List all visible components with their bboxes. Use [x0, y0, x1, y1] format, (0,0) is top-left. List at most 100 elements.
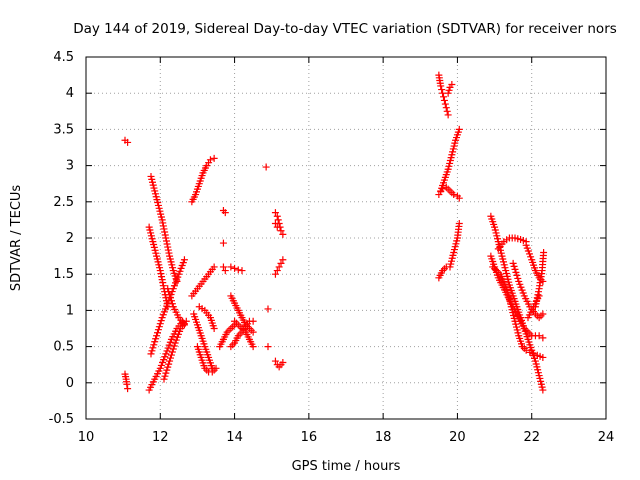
data-point: [162, 237, 170, 245]
data-point: [210, 263, 218, 271]
data-point: [535, 288, 543, 296]
data-point: [165, 360, 173, 368]
x-tick-label: 10: [78, 430, 95, 445]
data-point: [522, 346, 530, 354]
data-point: [444, 111, 452, 119]
data-point: [219, 263, 227, 271]
data-point: [279, 256, 287, 264]
data-point: [271, 209, 279, 217]
data-point: [157, 317, 165, 325]
data-point: [162, 369, 170, 377]
data-point: [180, 321, 188, 329]
y-tick-label: 1.5: [53, 267, 74, 282]
data-point: [167, 351, 175, 359]
data-point: [159, 219, 167, 227]
data-point: [273, 267, 281, 275]
data-point: [539, 334, 547, 342]
data-point: [274, 216, 282, 224]
x-tick-label: 20: [449, 430, 466, 445]
data-point: [448, 81, 456, 89]
data-point: [271, 270, 279, 278]
data-point: [212, 364, 220, 372]
data-point: [159, 222, 167, 230]
data-point: [264, 305, 272, 313]
data-point: [271, 357, 279, 365]
data-point: [161, 228, 169, 236]
data-point: [264, 343, 272, 351]
data-point: [158, 273, 166, 281]
data-point: [455, 125, 463, 133]
data-point: [273, 212, 281, 220]
data-point: [157, 270, 165, 278]
data-point: [539, 386, 547, 394]
data-point: [513, 271, 521, 279]
data-point: [249, 317, 257, 325]
data-point: [221, 267, 229, 275]
x-tick-label: 12: [152, 430, 169, 445]
data-point: [156, 320, 164, 328]
data-point: [440, 93, 447, 101]
data-point: [219, 239, 227, 247]
data-point: [438, 86, 446, 94]
data-point: [166, 357, 174, 365]
data-point: [277, 227, 285, 235]
y-tick-label: 2: [66, 231, 74, 246]
data-point: [535, 332, 543, 340]
data-point: [151, 338, 159, 346]
data-point: [440, 96, 448, 104]
data-point: [442, 104, 450, 112]
data-point: [154, 329, 161, 337]
data-point: [279, 359, 287, 367]
data-point: [539, 310, 547, 318]
y-tick-label: 3: [66, 159, 74, 174]
data-point: [163, 240, 171, 248]
y-tick-label: 2.5: [53, 195, 74, 210]
data-point: [149, 344, 157, 352]
data-point: [509, 259, 517, 267]
data-point: [159, 282, 167, 290]
data-point: [206, 156, 214, 164]
data-point: [161, 372, 169, 380]
data-points: [121, 71, 548, 394]
data-point: [180, 256, 188, 264]
data-point: [455, 220, 463, 228]
x-tick-label: 16: [301, 430, 318, 445]
data-point: [441, 100, 449, 108]
data-point: [123, 380, 131, 388]
data-point: [210, 154, 218, 162]
data-point: [152, 335, 160, 343]
data-point: [443, 107, 451, 115]
data-point: [165, 288, 173, 296]
x-tick-label: 18: [375, 430, 392, 445]
y-tick-label: 4: [66, 86, 74, 101]
data-point: [124, 385, 132, 393]
data-point: [160, 375, 168, 383]
x-tick-label: 24: [598, 430, 615, 445]
data-point: [227, 263, 235, 271]
data-point: [166, 291, 174, 299]
data-point: [169, 345, 177, 353]
data-point: [158, 276, 166, 284]
data-point: [511, 265, 519, 273]
data-point: [234, 266, 242, 274]
data-point: [156, 267, 164, 275]
data-point: [539, 353, 547, 361]
plot-area-frame: [85, 56, 607, 420]
data-point: [249, 343, 257, 351]
data-point: [124, 138, 132, 146]
data-point: [530, 350, 538, 358]
data-point: [161, 231, 169, 239]
y-tick-label: 1: [66, 303, 74, 318]
data-point: [210, 325, 218, 332]
data-point: [271, 220, 279, 228]
data-point: [535, 292, 543, 300]
data-point: [163, 366, 171, 374]
data-point: [165, 249, 173, 257]
data-point: [158, 216, 166, 224]
data-point: [167, 294, 174, 302]
chart-title: Day 144 of 2019, Sidereal Day-to-day VTE…: [73, 21, 617, 37]
data-point: [154, 326, 162, 334]
data-point: [514, 274, 522, 282]
data-point: [170, 342, 178, 350]
